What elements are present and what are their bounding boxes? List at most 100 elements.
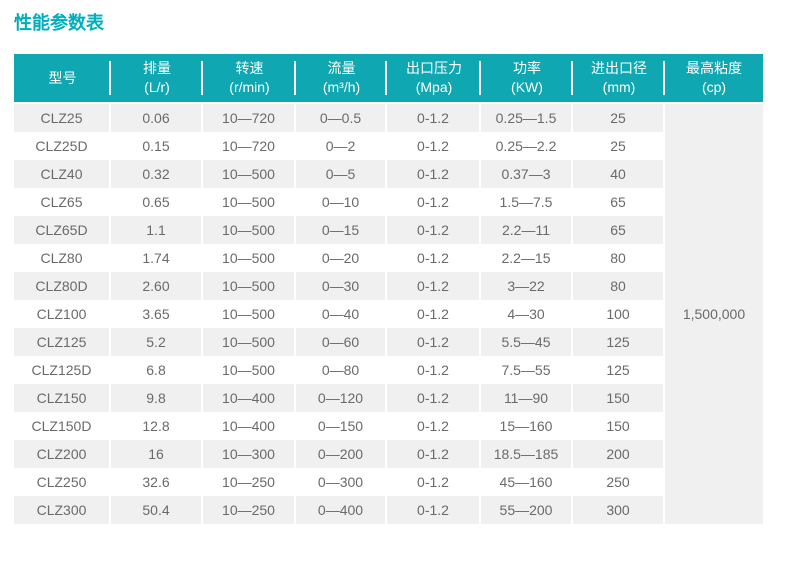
cell-speed: 10—500: [203, 300, 296, 328]
column-header-diameter: 进出口径 (mm): [573, 54, 665, 104]
table-row: CLZ40 0.32 10—500 0—5 0-1.2 0.37—3 40: [14, 160, 763, 188]
cell-model: CLZ100: [14, 300, 111, 328]
cell-flow: 0—2: [296, 132, 387, 160]
cell-flow: 0—15: [296, 216, 387, 244]
cell-power: 3—22: [481, 272, 573, 300]
column-unit: (m³/h): [322, 79, 361, 95]
cell-speed: 10—500: [203, 188, 296, 216]
cell-displacement: 1.1: [111, 216, 203, 244]
cell-pressure: 0-1.2: [387, 188, 481, 216]
column-header-viscosity: 最高粘度 (cp): [665, 54, 763, 104]
column-header-model: 型号: [14, 54, 111, 104]
cell-speed: 10—500: [203, 356, 296, 384]
cell-flow: 0—200: [296, 440, 387, 468]
cell-pressure: 0-1.2: [387, 160, 481, 188]
cell-displacement: 16: [111, 440, 203, 468]
cell-displacement: 3.65: [111, 300, 203, 328]
cell-speed: 10—500: [203, 160, 296, 188]
cell-diameter: 200: [573, 440, 665, 468]
cell-model: CLZ125: [14, 328, 111, 356]
cell-power: 0.25—1.5: [481, 104, 573, 132]
cell-pressure: 0-1.2: [387, 412, 481, 440]
cell-power: 18.5—185: [481, 440, 573, 468]
cell-flow: 0—40: [296, 300, 387, 328]
cell-model: CLZ150D: [14, 412, 111, 440]
cell-flow: 0—400: [296, 496, 387, 524]
cell-diameter: 65: [573, 188, 665, 216]
cell-diameter: 125: [573, 356, 665, 384]
cell-pressure: 0-1.2: [387, 328, 481, 356]
cell-flow: 0—5: [296, 160, 387, 188]
cell-diameter: 80: [573, 244, 665, 272]
cell-speed: 10—400: [203, 412, 296, 440]
column-header-pressure: 出口压力 (Mpa): [387, 54, 481, 104]
column-label: 流量: [327, 60, 356, 76]
cell-displacement: 50.4: [111, 496, 203, 524]
cell-flow: 0—300: [296, 468, 387, 496]
column-unit: (Mpa): [415, 79, 453, 95]
cell-diameter: 250: [573, 468, 665, 496]
cell-diameter: 125: [573, 328, 665, 356]
table-row: CLZ100 3.65 10—500 0—40 0-1.2 4—30 100: [14, 300, 763, 328]
cell-power: 5.5—45: [481, 328, 573, 356]
cell-pressure: 0-1.2: [387, 384, 481, 412]
page: 性能参数表 型号 排量 (L/r) 转速 (r/min): [14, 13, 763, 524]
cell-power: 11—90: [481, 384, 573, 412]
cell-diameter: 65: [573, 216, 665, 244]
cell-displacement: 12.8: [111, 412, 203, 440]
cell-displacement: 0.65: [111, 188, 203, 216]
cell-diameter: 80: [573, 272, 665, 300]
cell-model: CLZ65D: [14, 216, 111, 244]
table-row: CLZ80D 2.60 10—500 0—30 0-1.2 3—22 80: [14, 272, 763, 300]
cell-pressure: 0-1.2: [387, 356, 481, 384]
cell-flow: 0—150: [296, 412, 387, 440]
table-row: CLZ25 0.06 10—720 0—0.5 0-1.2 0.25—1.5 2…: [14, 104, 763, 524]
spec-table: 型号 排量 (L/r) 转速 (r/min) 流量 (m³/h) 出口压力: [14, 54, 763, 524]
cell-diameter: 40: [573, 160, 665, 188]
table-body: CLZ25 0.06 10—720 0—0.5 0-1.2 0.25—1.5 2…: [14, 104, 763, 524]
cell-flow: 0—80: [296, 356, 387, 384]
cell-flow: 0—0.5: [296, 104, 387, 132]
table-row: CLZ150 9.8 10—400 0—120 0-1.2 11—90 150: [14, 384, 763, 412]
cell-power: 15—160: [481, 412, 573, 440]
table-row: CLZ125D 6.8 10—500 0—80 0-1.2 7.5—55 125: [14, 356, 763, 384]
cell-pressure: 0-1.2: [387, 216, 481, 244]
cell-diameter: 150: [573, 384, 665, 412]
column-label: 型号: [48, 69, 77, 86]
cell-model: CLZ300: [14, 496, 111, 524]
column-unit: (cp): [701, 79, 727, 95]
cell-speed: 10—300: [203, 440, 296, 468]
table-row: CLZ300 50.4 10—250 0—400 0-1.2 55—200 30…: [14, 496, 763, 524]
cell-model: CLZ200: [14, 440, 111, 468]
cell-power: 2.2—11: [481, 216, 573, 244]
column-unit: (r/min): [229, 79, 270, 95]
cell-model: CLZ25: [14, 104, 111, 132]
cell-displacement: 0.32: [111, 160, 203, 188]
cell-displacement: 5.2: [111, 328, 203, 356]
column-label: 功率: [513, 60, 541, 76]
cell-speed: 10—250: [203, 496, 296, 524]
column-unit: (mm): [602, 79, 636, 95]
column-label: 进出口径: [591, 60, 647, 76]
cell-displacement: 32.6: [111, 468, 203, 496]
cell-power: 7.5—55: [481, 356, 573, 384]
cell-speed: 10—500: [203, 244, 296, 272]
cell-diameter: 300: [573, 496, 665, 524]
column-label: 最高粘度: [686, 60, 742, 76]
table-header: 型号 排量 (L/r) 转速 (r/min) 流量 (m³/h) 出口压力: [14, 54, 763, 104]
column-label: 出口压力: [406, 60, 462, 76]
column-unit: (KW): [511, 79, 543, 95]
cell-power: 1.5—7.5: [481, 188, 573, 216]
cell-model: CLZ250: [14, 468, 111, 496]
cell-speed: 10—500: [203, 328, 296, 356]
cell-speed: 10—720: [203, 132, 296, 160]
cell-power: 55—200: [481, 496, 573, 524]
column-label: 排量: [143, 60, 171, 76]
table-row: CLZ80 1.74 10—500 0—20 0-1.2 2.2—15 80: [14, 244, 763, 272]
table-row: CLZ25D 0.15 10—720 0—2 0-1.2 0.25—2.2 25: [14, 132, 763, 160]
cell-diameter: 25: [573, 132, 665, 160]
cell-displacement: 9.8: [111, 384, 203, 412]
cell-pressure: 0-1.2: [387, 244, 481, 272]
page-title: 性能参数表: [14, 13, 104, 33]
cell-model: CLZ65: [14, 188, 111, 216]
